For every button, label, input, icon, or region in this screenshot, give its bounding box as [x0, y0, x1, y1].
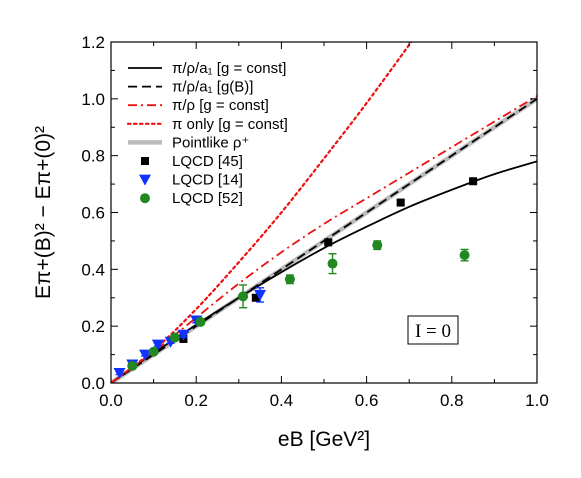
legend-label-3: π only [g = const]: [172, 116, 288, 133]
data-point-5: [251, 293, 260, 302]
y-tick-label: 0.6: [81, 204, 105, 223]
data-point-7: [127, 360, 138, 371]
data-point-7: [327, 258, 338, 269]
data-point-7: [195, 316, 206, 327]
data-point-7: [238, 291, 249, 302]
data-point-6: [177, 329, 190, 341]
legend-label-7: LQCD [52]: [172, 190, 243, 207]
plot-area: 0.0 0.2 0.4 0.6 0.8 1.00.00.20.40.60.81.01.2 …: [81, 33, 548, 410]
x-tick-label: 0.6: [355, 391, 379, 410]
x-tick-label: 0.0: [99, 391, 123, 410]
data-point-7: [284, 274, 295, 285]
series-line-3: [111, 42, 413, 383]
ticks: 0.0 0.2 0.4 0.6 0.8 1.0 0.0 0.2 0.4 0.6 0.8 1.0 1.2: [81, 33, 548, 410]
legend: π/ρ/a₁ [g = const] π/ρ/a₁ [g(B)]π/ρ [g = …: [126, 60, 288, 207]
annotation-box: I = 0: [407, 315, 459, 345]
legend-label-5: LQCD [45]: [172, 153, 243, 170]
legend-label-6: LQCD [14]: [172, 172, 243, 189]
x-tick-label: 0.4: [270, 391, 294, 410]
x-axis-label: eB [GeV²]: [278, 428, 370, 451]
data-point-7: [459, 250, 470, 261]
data-point-6: [113, 368, 126, 380]
data-point-7: [169, 332, 180, 343]
y-axis-label: Eπ+(B)² − Eπ+(0)²: [32, 126, 55, 299]
series-layer: [111, 42, 537, 383]
y-tick-label: 1.2: [81, 33, 105, 52]
data-point-5: [469, 177, 478, 186]
legend-label-1: π/ρ/a₁ [g(B)]: [172, 79, 253, 96]
y-tick-label: 0.0: [81, 374, 105, 393]
legend-label-2: π/ρ [g = const]: [172, 97, 269, 114]
data-point-7: [372, 240, 383, 251]
series-line-2: [111, 95, 537, 383]
y-tick-label: 0.4: [81, 260, 105, 279]
x-tick-label: 1.0: [525, 391, 549, 410]
y-tick-label: 1.0: [81, 90, 105, 109]
legend-marker-7: [140, 193, 150, 204]
y-tick-label: 0.8: [81, 147, 105, 166]
data-point-6: [151, 339, 164, 351]
data-point-6: [139, 349, 152, 361]
legend-label-4: Pointlike ρ⁺: [172, 134, 249, 151]
data-point-6: [254, 289, 267, 301]
y-tick-label: 0.2: [81, 317, 105, 336]
legend-marker-6: [139, 174, 151, 186]
x-tick-label: 0.8: [440, 391, 464, 410]
legend-marker-5: [141, 157, 149, 165]
annotation-label: I = 0: [415, 321, 451, 342]
x-tick-label: 0.2: [184, 391, 208, 410]
data-point-5: [324, 238, 333, 247]
data-point-5: [396, 198, 405, 207]
legend-label-0: π/ρ/a₁ [g = const]: [172, 60, 286, 77]
data-point-7: [148, 346, 159, 357]
